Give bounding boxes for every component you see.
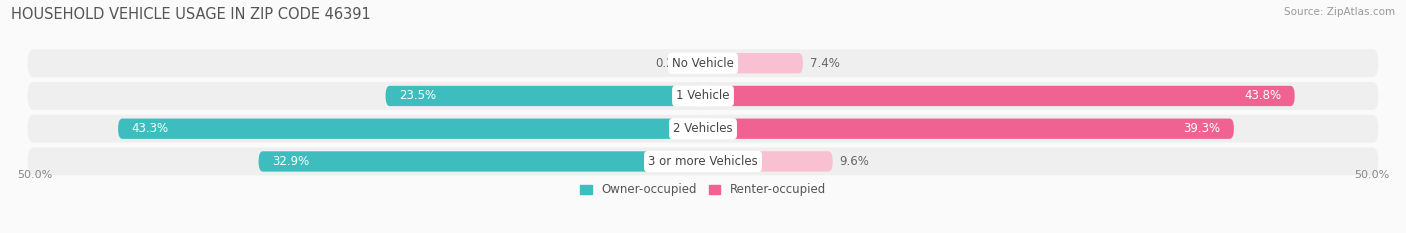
Text: 2 Vehicles: 2 Vehicles — [673, 122, 733, 135]
FancyBboxPatch shape — [28, 147, 1378, 175]
Text: 1 Vehicle: 1 Vehicle — [676, 89, 730, 103]
FancyBboxPatch shape — [28, 49, 1378, 77]
FancyBboxPatch shape — [703, 53, 803, 73]
Text: 32.9%: 32.9% — [273, 155, 309, 168]
Text: No Vehicle: No Vehicle — [672, 57, 734, 70]
Text: 50.0%: 50.0% — [17, 170, 52, 180]
FancyBboxPatch shape — [699, 53, 703, 73]
Text: 39.3%: 39.3% — [1184, 122, 1220, 135]
Text: 43.3%: 43.3% — [132, 122, 169, 135]
Text: 43.8%: 43.8% — [1244, 89, 1281, 103]
Text: Source: ZipAtlas.com: Source: ZipAtlas.com — [1284, 7, 1395, 17]
FancyBboxPatch shape — [703, 151, 832, 171]
Text: HOUSEHOLD VEHICLE USAGE IN ZIP CODE 46391: HOUSEHOLD VEHICLE USAGE IN ZIP CODE 4639… — [11, 7, 371, 22]
FancyBboxPatch shape — [28, 82, 1378, 110]
FancyBboxPatch shape — [259, 151, 703, 171]
Text: 0.27%: 0.27% — [655, 57, 693, 70]
Legend: Owner-occupied, Renter-occupied: Owner-occupied, Renter-occupied — [575, 178, 831, 201]
Text: 9.6%: 9.6% — [839, 155, 869, 168]
FancyBboxPatch shape — [28, 115, 1378, 143]
Text: 50.0%: 50.0% — [1354, 170, 1389, 180]
Text: 23.5%: 23.5% — [399, 89, 436, 103]
FancyBboxPatch shape — [703, 119, 1234, 139]
FancyBboxPatch shape — [703, 86, 1295, 106]
Text: 7.4%: 7.4% — [810, 57, 839, 70]
Text: 3 or more Vehicles: 3 or more Vehicles — [648, 155, 758, 168]
FancyBboxPatch shape — [118, 119, 703, 139]
FancyBboxPatch shape — [385, 86, 703, 106]
